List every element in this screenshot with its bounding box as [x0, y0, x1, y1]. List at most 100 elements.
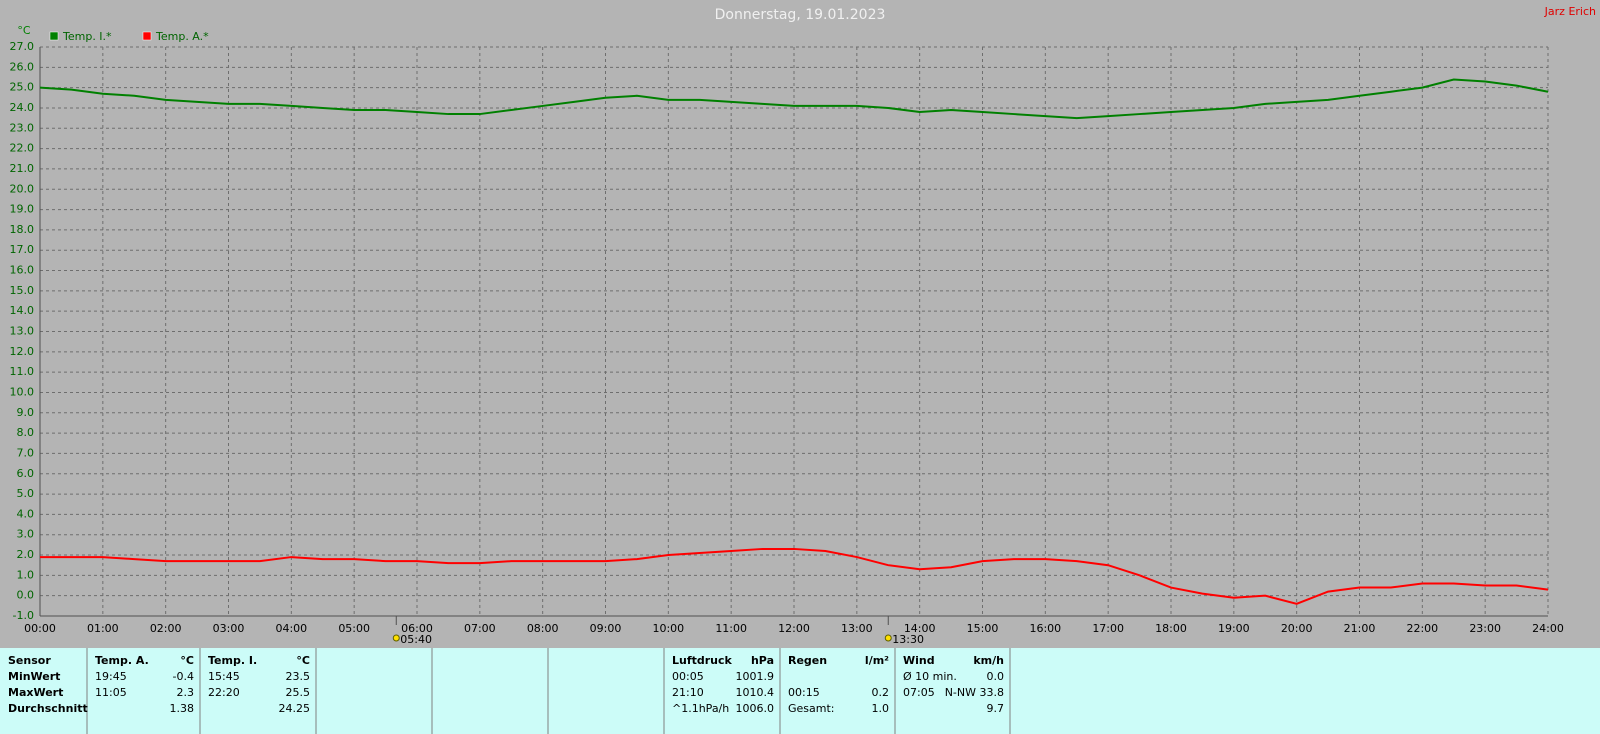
y-tick-label: 19.0: [10, 203, 35, 216]
y-tick-label: 26.0: [10, 60, 35, 73]
y-tick-label: 17.0: [10, 243, 35, 256]
y-tick-label: 4.0: [17, 507, 35, 520]
author: Jarz Erich: [1544, 5, 1596, 18]
table-cell: N-NW 33.8: [945, 686, 1004, 699]
table-cell: 1.38: [170, 702, 195, 715]
x-tick-label: 07:00: [464, 622, 496, 635]
table-cell: km/h: [973, 654, 1004, 667]
stats-panel: [0, 648, 1600, 734]
x-tick-label: 06:00: [401, 622, 433, 635]
y-tick-label: 6.0: [17, 467, 35, 480]
y-tick-label: 14.0: [10, 304, 35, 317]
x-tick-label: 11:00: [715, 622, 747, 635]
legend-swatch: [49, 31, 59, 41]
sun-marker-label: 05:40: [400, 633, 432, 646]
sun-icon: [884, 634, 892, 642]
x-tick-label: 09:00: [590, 622, 622, 635]
table-cell: 9.7: [987, 702, 1005, 715]
y-tick-label: 24.0: [10, 101, 35, 114]
table-cell: 22:20: [208, 686, 240, 699]
y-axis-label: °C: [17, 24, 31, 37]
table-cell: 00:15: [788, 686, 820, 699]
table-cell: 1006.0: [736, 702, 775, 715]
y-tick-label: 27.0: [10, 40, 35, 53]
x-tick-label: 17:00: [1092, 622, 1124, 635]
x-tick-label: 13:00: [841, 622, 873, 635]
y-tick-label: 18.0: [10, 223, 35, 236]
table-cell: l/m²: [865, 654, 889, 667]
y-tick-label: 1.0: [17, 568, 35, 581]
table-cell: 0.0: [987, 670, 1005, 683]
x-tick-label: 23:00: [1469, 622, 1501, 635]
x-tick-label: 00:00: [24, 622, 56, 635]
y-tick-label: 12.0: [10, 345, 35, 358]
x-tick-label: 10:00: [652, 622, 684, 635]
table-cell: 21:10: [672, 686, 704, 699]
y-tick-label: 7.0: [17, 446, 35, 459]
x-tick-label: 21:00: [1344, 622, 1376, 635]
table-cell: 19:45: [95, 670, 127, 683]
x-tick-label: 18:00: [1155, 622, 1187, 635]
table-cell: 15:45: [208, 670, 240, 683]
x-tick-label: 16:00: [1029, 622, 1061, 635]
y-tick-label: 2.0: [17, 548, 35, 561]
legend-label: Temp. A.*: [155, 30, 209, 43]
table-cell: 0.2: [872, 686, 890, 699]
x-tick-label: 19:00: [1218, 622, 1250, 635]
table-cell: Wind: [903, 654, 935, 667]
sun-icon: [392, 634, 400, 642]
line: [40, 547, 1549, 605]
table-cell: Temp. A.: [95, 654, 149, 667]
table-cell: ^1.1hPa/h: [672, 702, 729, 715]
x-tick-label: 22:00: [1406, 622, 1438, 635]
y-tick-label: 5.0: [17, 487, 35, 500]
y-tick-label: 8.0: [17, 426, 35, 439]
legend-label: Temp. I.*: [62, 30, 112, 43]
x-tick-label: 02:00: [150, 622, 182, 635]
y-tick-label: 13.0: [10, 325, 35, 338]
table-cell: Gesamt:: [788, 702, 835, 715]
y-tick-label: 20.0: [10, 182, 35, 195]
x-tick-label: 20:00: [1281, 622, 1313, 635]
y-tick-label: 16.0: [10, 264, 35, 277]
chart-title: Donnerstag, 19.01.2023: [715, 7, 886, 23]
y-tick-label: 25.0: [10, 81, 35, 94]
table-cell: 00:05: [672, 670, 704, 683]
table-cell: 1010.4: [736, 686, 775, 699]
x-tick-label: 14:00: [904, 622, 936, 635]
y-tick-label: 3.0: [17, 528, 35, 541]
y-tick-label: -1.0: [13, 609, 34, 622]
table-cell: 23.5: [286, 670, 311, 683]
y-tick-label: 23.0: [10, 121, 35, 134]
table-cell: Durchschnitt: [8, 702, 88, 715]
table-cell: 1001.9: [736, 670, 775, 683]
y-tick-label: 9.0: [17, 406, 35, 419]
x-tick-label: 05:00: [338, 622, 370, 635]
y-tick-label: 15.0: [10, 284, 35, 297]
table-cell: 11:05: [95, 686, 127, 699]
table-cell: Luftdruck: [672, 654, 733, 667]
table-cell: Sensor: [8, 654, 51, 667]
table-cell: Temp. I.: [208, 654, 257, 667]
y-tick-label: 10.0: [10, 385, 35, 398]
table-cell: hPa: [751, 654, 774, 667]
x-tick-label: 04:00: [275, 622, 307, 635]
table-cell: Ø 10 min.: [903, 670, 957, 683]
sun-marker-label: 13:30: [892, 633, 924, 646]
x-tick-label: 24:00: [1532, 622, 1564, 635]
y-tick-label: 11.0: [10, 365, 35, 378]
y-tick-label: 22.0: [10, 142, 35, 155]
y-tick-label: 21.0: [10, 162, 35, 175]
table-cell: 2.3: [177, 686, 195, 699]
table-cell: -0.4: [173, 670, 194, 683]
x-tick-label: 01:00: [87, 622, 119, 635]
x-tick-label: 03:00: [213, 622, 245, 635]
line: [39, 78, 1549, 120]
table-cell: 25.5: [286, 686, 311, 699]
x-tick-label: 08:00: [527, 622, 559, 635]
table-cell: 1.0: [872, 702, 890, 715]
table-cell: MinWert: [8, 670, 60, 683]
table-cell: °C: [180, 654, 194, 667]
